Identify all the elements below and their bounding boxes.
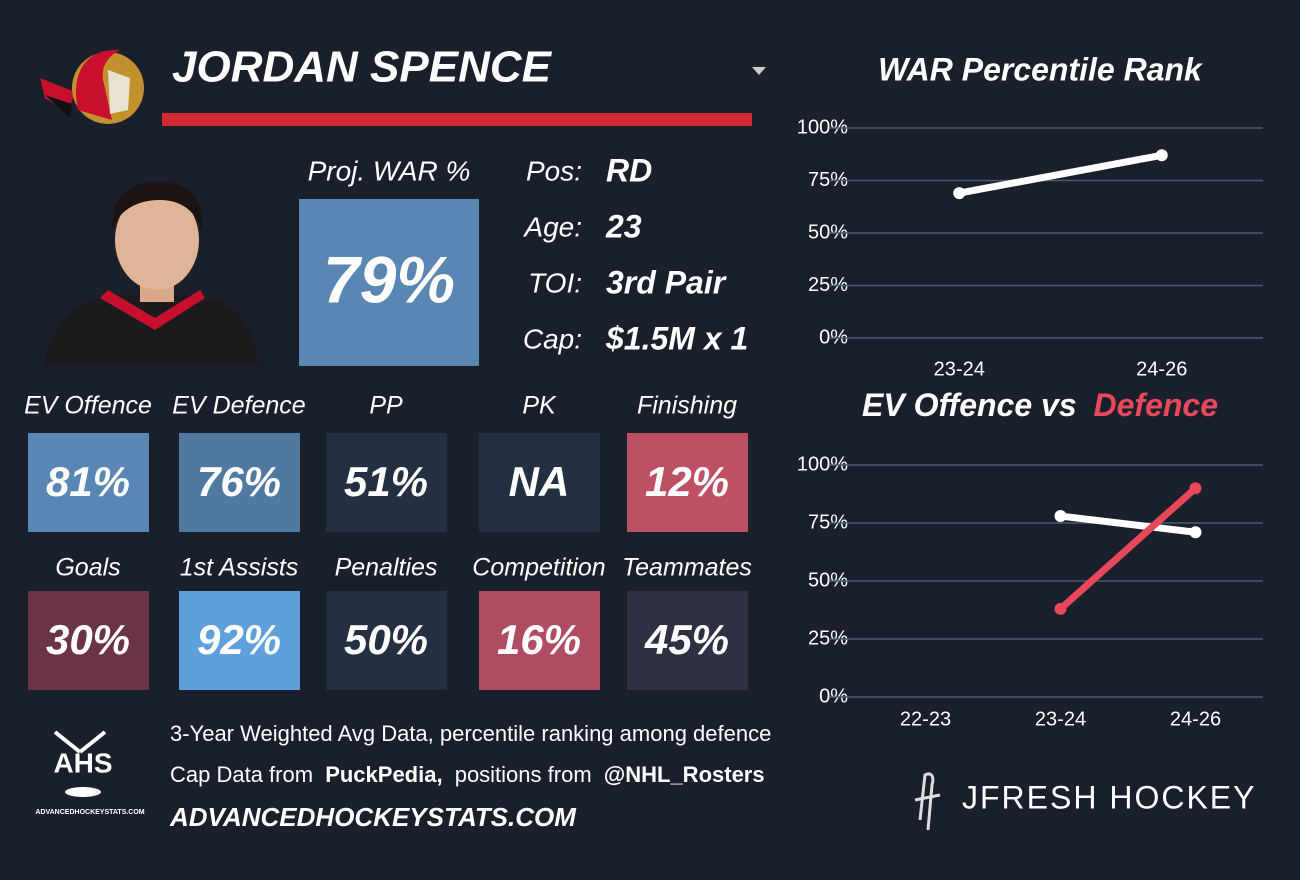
x-tick-label: 22-23 (900, 708, 951, 730)
y-tick-label: 25% (808, 627, 848, 649)
y-tick-label: 100% (797, 116, 848, 138)
tile-label: PP (369, 392, 403, 420)
tile (28, 433, 149, 532)
footer-site: ADVANCEDHOCKEYSTATS.COM (169, 802, 577, 832)
info-value: $1.5M x 1 (605, 320, 748, 356)
x-tick-label: 23-24 (934, 358, 985, 380)
tile-label: Finishing (637, 392, 737, 420)
player-photo (45, 181, 258, 366)
series-point (1054, 602, 1067, 615)
tile-value: 81% (46, 458, 130, 505)
tile-label: 1st Assists (180, 554, 299, 582)
series-line (955, 151, 1166, 197)
series-point (1155, 149, 1168, 162)
proj-war-value: 79% (323, 242, 455, 316)
footer-text: positions from (455, 762, 592, 787)
info-value: RD (606, 152, 652, 188)
info-label: TOI: (528, 267, 582, 298)
tile-label: EV Defence (172, 392, 305, 420)
series-line (1057, 484, 1199, 613)
footer-sources: Cap Data from PuckPedia, positions from … (170, 762, 765, 787)
tile (627, 591, 748, 690)
footer-link: PuckPedia, (325, 762, 442, 787)
tile-value: 51% (344, 458, 428, 505)
tile-value: 45% (644, 616, 729, 663)
player-info: Pos: RD Age: 23 TOI: 3rd Pair Cap: $1.5M x 1 (522, 152, 748, 356)
ahs-logo-subtext: ADVANCEDHOCKEYSTATS.COM (35, 809, 144, 816)
tile-label: Teammates (622, 554, 752, 582)
series-line (1057, 512, 1199, 536)
brand-logo (914, 772, 941, 831)
tile (179, 433, 300, 532)
y-tick-label: 50% (808, 221, 848, 243)
footer-note: 3-Year Weighted Avg Data, percentile ran… (170, 721, 771, 746)
brand-name: JFRESH HOCKEY (962, 779, 1256, 815)
ahs-logo-text: AHS (53, 747, 112, 778)
line-chart: 0%25%50%75%100%23-24 24-26 (797, 116, 1263, 380)
x-tick-label: 24-26 (1170, 708, 1221, 730)
y-tick-label: 75% (808, 511, 848, 533)
proj-war-box (299, 199, 479, 366)
tile-label: Goals (55, 554, 120, 582)
tile (479, 433, 600, 532)
info-label: Age: (522, 211, 582, 242)
footer-text: Cap Data from (170, 762, 313, 787)
series-point (953, 187, 966, 200)
x-tick-label: 24-26 (1136, 358, 1187, 380)
chart-title: WAR Percentile Rank (878, 51, 1204, 87)
y-tick-label: 25% (808, 274, 848, 296)
series-point (1054, 510, 1067, 523)
y-tick-label: 50% (808, 569, 848, 591)
footer-link: @NHL_Rosters (604, 762, 765, 787)
tile (627, 433, 748, 532)
tile (326, 433, 447, 532)
tile-value: 92% (197, 616, 281, 663)
stat-tiles: EV Offence 81% EV Defence 76% PP 51% PK NA Finis… (24, 392, 752, 690)
tile-value: 30% (46, 616, 130, 663)
tile-label: Competition (472, 554, 605, 582)
player-name: JORDAN SPENCE (172, 43, 553, 92)
y-tick-label: 75% (808, 169, 848, 191)
tile (179, 591, 300, 690)
tile-label: EV Offence (24, 392, 152, 420)
ahs-logo: AHS ADVANCEDHOCKEYSTATS.COM (35, 730, 145, 816)
tile-value: 76% (197, 458, 281, 505)
info-label: Cap: (523, 323, 582, 354)
line-chart: 0%25%50%75%100%22-23 23-24 24-26 (797, 453, 1263, 730)
tile-value: NA (509, 458, 570, 505)
chart-title: EV Offence vs Defence (862, 387, 1218, 423)
tile-label: PK (522, 392, 557, 420)
tile (479, 591, 600, 690)
chart-title-part: EV Offence vs (862, 387, 1077, 423)
name-underline (162, 113, 752, 126)
tile-value: 16% (497, 616, 581, 663)
team-logo (40, 49, 144, 124)
info-value: 3rd Pair (606, 264, 727, 300)
proj-war-label: Proj. WAR % (308, 155, 471, 186)
chart-title-highlight: Defence (1094, 387, 1219, 423)
tile (28, 591, 149, 690)
tile-label: Penalties (335, 554, 438, 582)
info-label: Pos: (526, 155, 582, 186)
series-point (1189, 482, 1202, 495)
tile (326, 591, 447, 690)
tile-value: 50% (344, 616, 428, 663)
series-point (1189, 526, 1202, 539)
x-tick-label: 23-24 (1035, 708, 1086, 730)
dropdown-arrow[interactable] (752, 67, 766, 75)
tile-value: 12% (645, 458, 729, 505)
y-tick-label: 100% (797, 453, 848, 475)
info-value: 23 (605, 208, 642, 244)
